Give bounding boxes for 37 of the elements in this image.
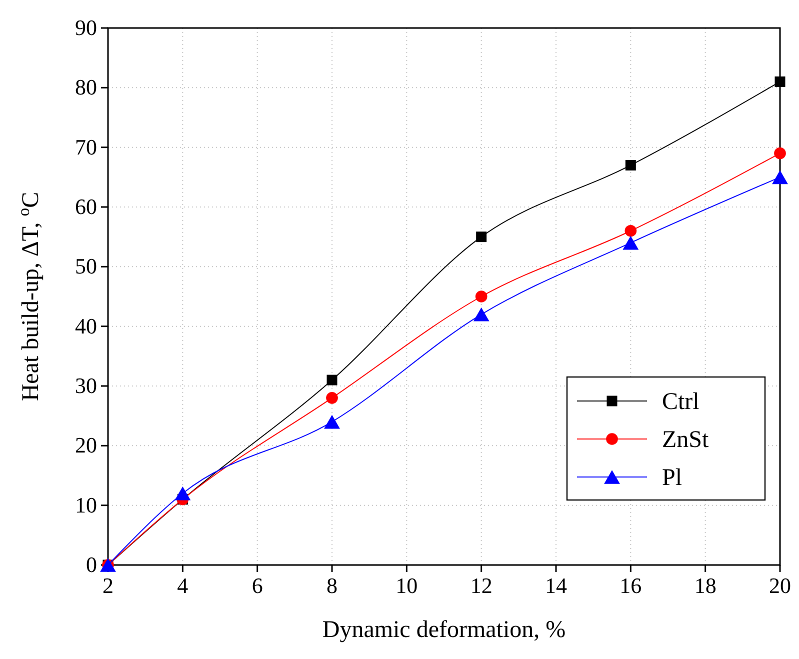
x-tick-label: 4 [177, 573, 188, 598]
point [774, 76, 786, 87]
y-tick-label: 30 [75, 373, 97, 398]
x-tick-label: 20 [769, 573, 791, 598]
y-tick-label: 40 [75, 313, 97, 338]
y-tick-label: 60 [75, 194, 97, 219]
y-tick-label: 80 [75, 74, 97, 100]
point [324, 414, 340, 429]
point [475, 290, 488, 302]
y-tick-label: 50 [75, 254, 97, 279]
y-tick-label: 90 [75, 15, 97, 40]
point [473, 308, 490, 322]
y-tick-label: 10 [75, 492, 97, 518]
point [624, 224, 637, 237]
legend-label: Pl [662, 465, 682, 491]
point [622, 236, 639, 250]
x-tick-label: 12 [470, 573, 492, 598]
point [625, 160, 636, 170]
x-axis-title: Dynamic deformation, % [322, 617, 566, 643]
x-tick-label: 16 [620, 573, 642, 598]
y-tick-label: 0 [86, 552, 97, 577]
point [774, 147, 786, 160]
x-tick-label: 10 [396, 573, 418, 598]
point [174, 486, 191, 500]
x-tick-label: 14 [545, 573, 567, 598]
y-tick-label: 70 [75, 134, 97, 160]
y-tick-label: 20 [75, 432, 97, 458]
legend-label: Ctrl [662, 389, 700, 415]
point [772, 170, 788, 184]
x-tick-label: 18 [694, 573, 716, 598]
point [326, 392, 338, 404]
legend-label: ZnSt [662, 427, 710, 453]
x-tick-label: 6 [252, 573, 263, 598]
point [476, 232, 487, 242]
x-tick-label: 2 [102, 573, 114, 598]
point [326, 374, 338, 386]
x-tick-label: 8 [326, 573, 338, 598]
